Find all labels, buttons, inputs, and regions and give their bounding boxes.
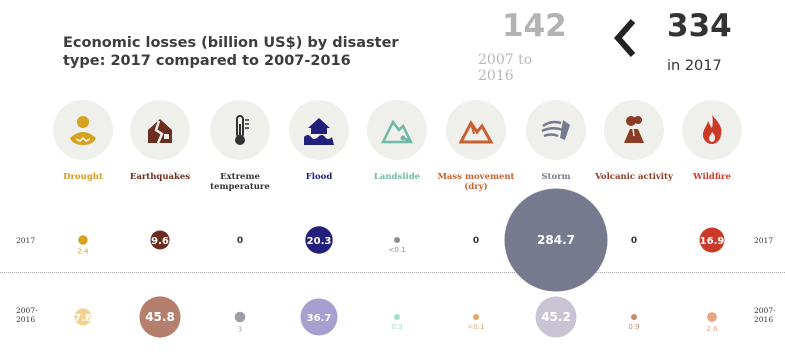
chevron-left-icon xyxy=(613,19,636,57)
category-label: Mass movement (dry) xyxy=(437,172,515,192)
bubble xyxy=(78,235,88,245)
drought-icon xyxy=(53,100,113,160)
bubble-value-label: <0.1 xyxy=(389,246,406,254)
bubble xyxy=(150,230,170,250)
bubble-value-label: 2.6 xyxy=(706,325,718,333)
earthquake-icon xyxy=(130,100,190,160)
bubble xyxy=(394,314,400,320)
bubble-value-label: 0 xyxy=(631,236,637,246)
mass-movement-icon xyxy=(446,100,506,160)
average-loss-value: 142 xyxy=(502,8,567,44)
bubble xyxy=(74,308,92,326)
bubble-value-label: 0.3 xyxy=(391,323,402,331)
bubble-value-label: 16.9 xyxy=(700,236,725,247)
bubble-value-label: 0 xyxy=(237,236,243,246)
category-label: Landslide xyxy=(373,172,421,182)
category-label: Storm xyxy=(541,172,571,182)
current-loss-value: 334 xyxy=(667,8,732,44)
bubble xyxy=(139,296,181,338)
bubble-value-label: 3 xyxy=(238,325,242,333)
bubble-value-label: 2.4 xyxy=(77,248,89,256)
bubble-value-label: 45.8 xyxy=(145,310,175,324)
bubble xyxy=(504,188,608,292)
bubble xyxy=(234,311,246,323)
volcano-icon xyxy=(604,100,664,160)
category-label: Volcanic activity xyxy=(595,172,673,182)
category-label: Flood xyxy=(305,172,333,182)
row-label-decade-right: 2007-2016 xyxy=(754,306,776,324)
landslide-icon xyxy=(367,100,427,160)
category-label: Drought xyxy=(63,172,103,182)
storm-icon xyxy=(526,100,586,160)
thermometer-icon xyxy=(210,100,270,160)
category-label: Extreme temperature xyxy=(210,172,270,192)
bubble xyxy=(535,296,577,338)
chart-title: Economic losses (billion US$) by disaste… xyxy=(63,35,399,69)
row-label-2017-right: 2017 xyxy=(754,236,774,245)
wildfire-icon xyxy=(682,100,742,160)
bubble xyxy=(394,237,400,243)
row-divider xyxy=(0,272,785,273)
flood-icon xyxy=(289,100,349,160)
current-loss-label: in 2017 xyxy=(667,58,722,74)
bubble-value-label: 0 xyxy=(473,236,479,246)
category-label: Wildfire xyxy=(693,172,731,182)
bubble xyxy=(305,226,333,254)
bubble-value-label: 7.8 xyxy=(74,313,92,324)
bubble xyxy=(707,312,717,322)
bubble-value-label: 9.6 xyxy=(151,236,169,247)
bubble-value-label: 36.7 xyxy=(307,313,332,324)
bubble-value-label: <0.1 xyxy=(468,323,485,331)
bubble xyxy=(699,227,725,253)
row-label-decade-left: 2007-2016 xyxy=(16,306,38,324)
bubble-value-label: 20.3 xyxy=(307,236,332,247)
bubble xyxy=(473,314,479,320)
average-loss-label: 2007 to 2016 xyxy=(478,52,533,84)
bubble xyxy=(300,298,338,336)
bubble xyxy=(631,314,637,320)
row-label-2017-left: 2017 xyxy=(16,236,36,245)
bubble-value-label: 284.7 xyxy=(537,233,575,247)
bubble-value-label: 45.2 xyxy=(541,310,571,324)
category-label: Earthquakes xyxy=(129,172,191,182)
bubble-value-label: 0.9 xyxy=(628,323,639,331)
